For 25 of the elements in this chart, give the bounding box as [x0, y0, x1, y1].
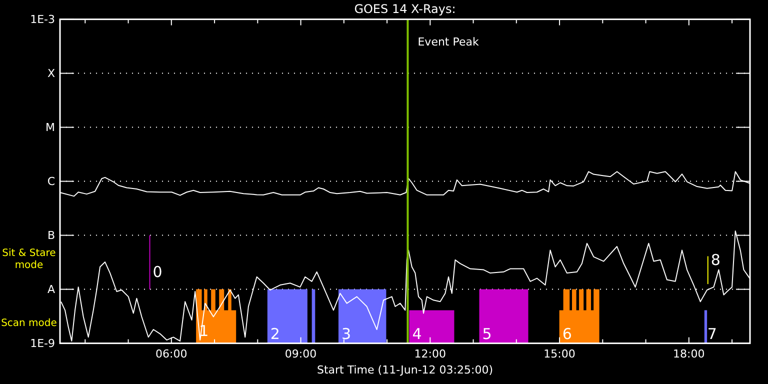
annotation: 7 — [707, 325, 717, 344]
x-tick-label: 09:00 — [284, 347, 317, 360]
y-tick-label: B — [47, 229, 55, 242]
x-tick-label: 18:00 — [673, 347, 705, 360]
x-axis-title: Start Time (11-Jun-12 03:25:00) — [317, 363, 493, 376]
annotation: 0 — [152, 263, 162, 282]
annotation: 8 — [710, 251, 720, 270]
y-tick-label: C — [47, 175, 56, 188]
annotation: 5 — [482, 325, 492, 344]
text: Scan mode — [1, 318, 57, 329]
annotation: 3 — [341, 325, 352, 344]
annotation: 4 — [412, 325, 422, 344]
x-tick-label: 12:00 — [414, 347, 446, 360]
y-tick-label: A — [47, 283, 56, 296]
chart-title: GOES 14 X-Rays: — [354, 2, 456, 16]
y-tick-label: X — [47, 67, 56, 80]
annotation: 6 — [562, 325, 572, 344]
y-tick-label: 1E-3 — [30, 13, 55, 26]
annotation: 2 — [270, 325, 280, 344]
ref-line-label: Event Peak — [418, 35, 480, 48]
x-tick-label: 06:00 — [156, 347, 188, 360]
text: Sit & Stare mode — [2, 248, 56, 271]
x-tick-label: 15:00 — [544, 347, 576, 360]
y-tick-label: 1E-9 — [30, 337, 55, 350]
y-tick-label: M — [46, 121, 55, 134]
